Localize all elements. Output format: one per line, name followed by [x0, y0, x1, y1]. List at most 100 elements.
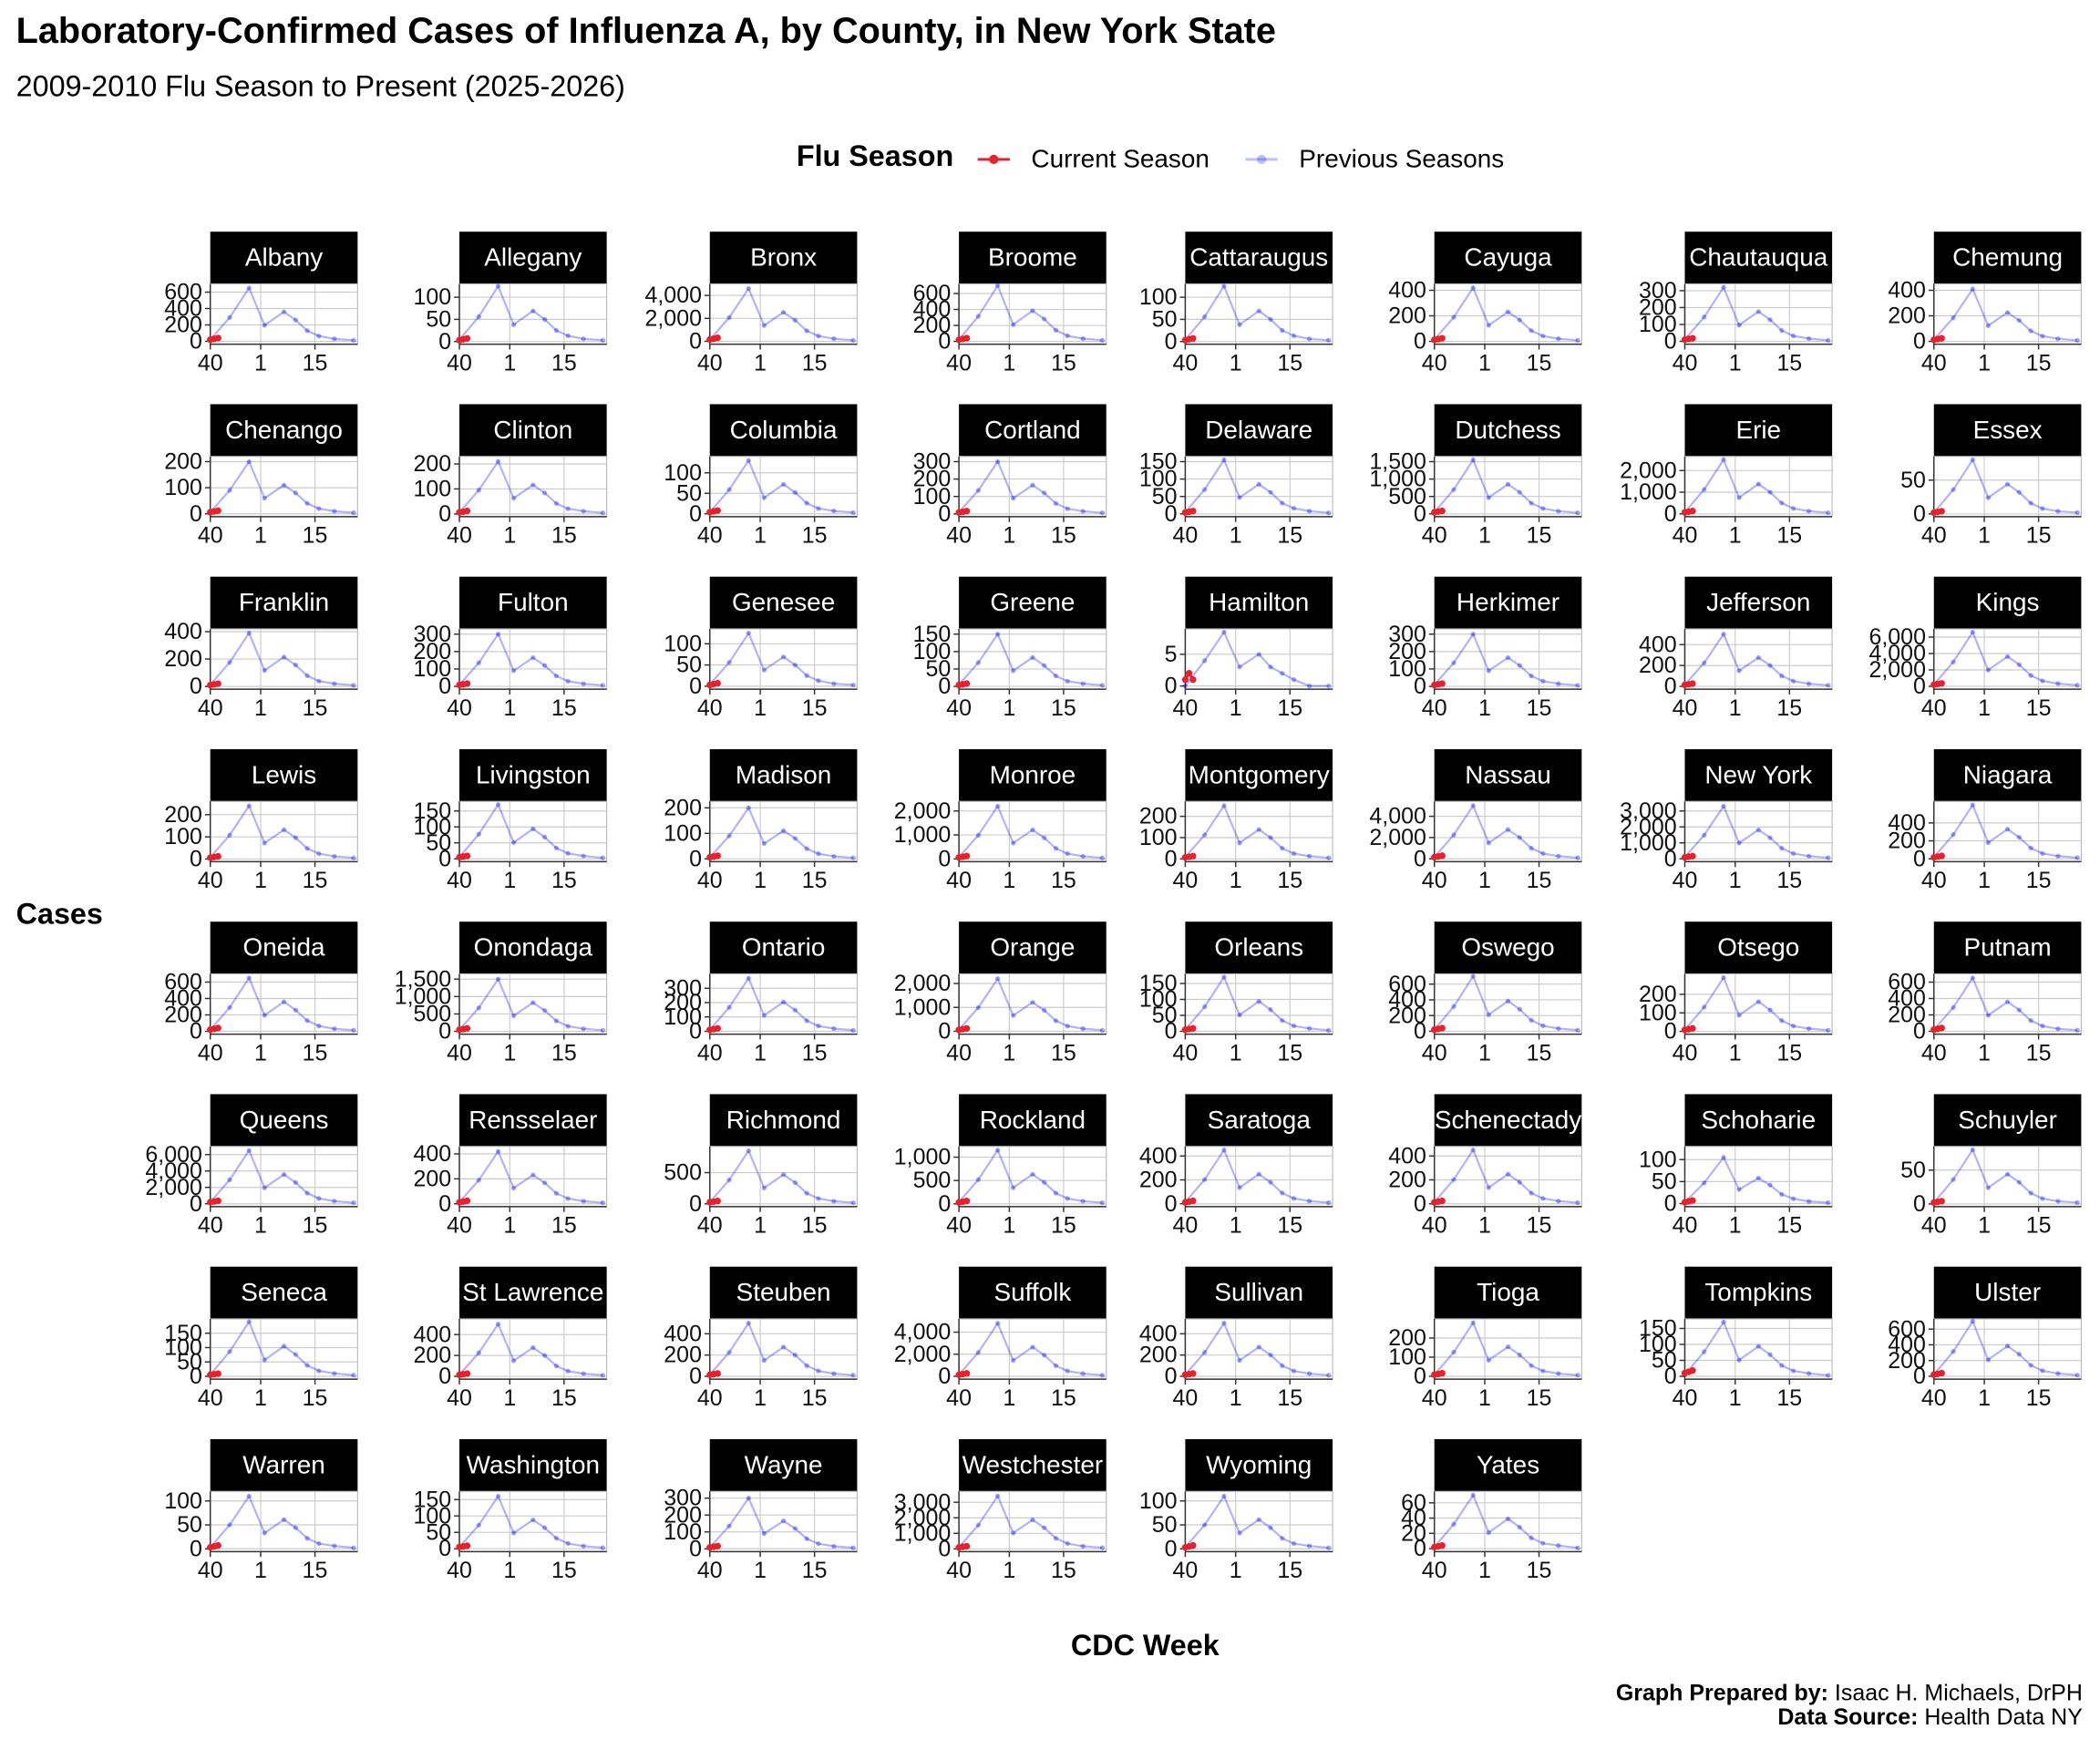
facet-strip — [210, 576, 358, 630]
facet-strip — [709, 404, 858, 457]
previous-seasons-point — [1268, 835, 1273, 840]
previous-seasons-point — [1030, 1171, 1035, 1178]
previous-seasons-point — [1529, 673, 1534, 679]
previous-seasons-point — [1030, 654, 1035, 660]
y-tick-label: 3,000 — [894, 1489, 951, 1515]
previous-seasons-point — [1470, 457, 1476, 463]
previous-seasons-line — [708, 806, 854, 860]
previous-seasons-point — [1755, 999, 1761, 1004]
previous-seasons-point — [1326, 1545, 1332, 1550]
x-tick-label: 1 — [1003, 868, 1015, 893]
y-tick-label: 200 — [1639, 294, 1677, 320]
x-tick-label: 1 — [1978, 1385, 1991, 1411]
previous-seasons-point — [246, 803, 252, 808]
previous-seasons-point — [351, 1545, 356, 1550]
previous-seasons-point — [1202, 832, 1208, 838]
y-tick-label: 0 — [1165, 1364, 1178, 1389]
facet-title: Genesee — [732, 588, 835, 616]
previous-seasons-line — [1932, 630, 2078, 686]
previous-seasons-point — [2074, 1027, 2080, 1033]
previous-seasons-point — [553, 1536, 559, 1541]
x-tick-label: 15 — [551, 350, 577, 376]
previous-seasons-point — [1268, 489, 1273, 495]
previous-seasons-point — [994, 283, 1001, 288]
y-tick-label: 100 — [1139, 1488, 1178, 1514]
facet-strip — [959, 1438, 1107, 1492]
x-tick-label: 15 — [802, 1213, 828, 1239]
x-tick-label: 1 — [1978, 523, 1991, 549]
y-tick-label: 200 — [1388, 639, 1426, 664]
current-season-point — [1689, 1197, 1696, 1204]
x-tick-label: 40 — [946, 695, 972, 721]
y-tick-label: 0 — [938, 329, 951, 355]
previous-seasons-point — [1779, 500, 1785, 506]
facet-strip — [459, 404, 607, 457]
x-tick-label: 40 — [1673, 350, 1698, 376]
y-tick-label: 0 — [190, 674, 202, 699]
y-tick-label: 500 — [913, 1168, 952, 1193]
x-tick-label: 40 — [697, 1558, 723, 1583]
previous-seasons-point — [2028, 500, 2033, 506]
previous-seasons-point — [1202, 487, 1208, 492]
x-tick-label: 15 — [802, 1558, 828, 1583]
x-tick-label: 40 — [1921, 1040, 1947, 1065]
x-tick-label: 40 — [946, 868, 972, 893]
x-tick-label: 40 — [1921, 523, 1947, 549]
previous-seasons-point — [1517, 489, 1522, 495]
previous-seasons-point — [351, 337, 356, 343]
y-tick-label: 0 — [1664, 674, 1677, 699]
previous-seasons-point — [761, 1530, 767, 1537]
previous-seasons-point — [530, 1000, 536, 1005]
x-tick-label: 1 — [254, 1040, 267, 1065]
facet-title: Greene — [990, 588, 1075, 616]
previous-seasons-point — [1736, 840, 1742, 846]
previous-seasons-point — [2004, 481, 2011, 487]
previous-seasons-point — [510, 1358, 517, 1364]
previous-seasons-point — [1280, 1017, 1285, 1024]
previous-seasons-point — [332, 1371, 337, 1376]
x-tick-label: 40 — [697, 523, 723, 549]
current-season-point — [1938, 335, 1945, 342]
y-tick-label: 2,000 — [145, 1175, 201, 1200]
previous-seasons-point — [316, 506, 322, 511]
x-tick-label: 40 — [697, 1040, 723, 1065]
previous-seasons-point — [293, 835, 298, 840]
previous-seasons-point — [1202, 314, 1208, 320]
y-tick-label: 4,000 — [1369, 804, 1426, 829]
facet-strip — [959, 232, 1107, 284]
previous-seasons-point — [792, 489, 798, 495]
credit-text: Isaac H. Michaels, DrPH — [1835, 1680, 2083, 1705]
x-tick-label: 15 — [1527, 1558, 1552, 1583]
previous-seasons-point — [281, 1343, 287, 1349]
y-tick-label: 200 — [414, 451, 452, 477]
previous-seasons-line — [458, 1494, 603, 1549]
previous-seasons-point — [1010, 1013, 1016, 1018]
previous-seasons-point — [792, 836, 798, 841]
y-tick-label: 400 — [164, 619, 202, 644]
previous-seasons-point — [746, 805, 751, 810]
previous-seasons-point — [2055, 509, 2061, 514]
previous-seasons-point — [565, 850, 571, 856]
previous-seasons-point — [2028, 1190, 2033, 1196]
current-season-point — [214, 680, 221, 687]
previous-seasons-point — [1451, 314, 1457, 320]
previous-seasons-point — [246, 458, 252, 465]
y-tick-label: 0 — [1414, 674, 1426, 699]
y-tick-label: 100 — [664, 631, 702, 656]
previous-seasons-point — [281, 1171, 287, 1178]
x-tick-label: 1 — [1729, 350, 1742, 376]
facet-strip — [210, 232, 358, 284]
previous-seasons-point — [1721, 632, 1726, 637]
x-tick-label: 1 — [503, 695, 516, 721]
plot-area — [958, 456, 1107, 518]
y-tick-label: 0 — [938, 1536, 951, 1561]
previous-seasons-point — [600, 337, 606, 343]
facet-strip — [1684, 232, 1833, 284]
previous-seasons-point — [332, 1026, 337, 1032]
y-tick-label: 200 — [664, 1343, 702, 1368]
previous-seasons-line — [708, 458, 854, 514]
